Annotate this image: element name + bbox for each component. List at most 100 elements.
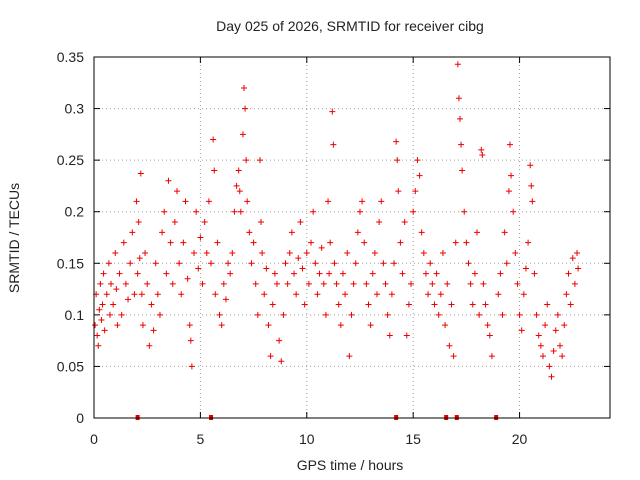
data-point — [376, 219, 383, 226]
data-point — [246, 229, 253, 236]
data-point — [401, 219, 408, 226]
data-point — [544, 301, 551, 308]
data-point — [116, 270, 123, 277]
data-point — [235, 167, 242, 174]
data-point — [452, 239, 459, 246]
data-point — [218, 322, 225, 329]
data-point — [367, 322, 374, 329]
data-point — [165, 177, 172, 184]
data-point — [205, 198, 212, 205]
data-point — [142, 249, 149, 256]
data-point — [248, 260, 255, 267]
data-point — [276, 337, 283, 344]
data-point — [96, 306, 103, 313]
data-point — [552, 327, 559, 334]
data-point — [252, 280, 259, 287]
data-point — [193, 208, 200, 215]
data-point — [154, 291, 161, 298]
data-point — [450, 353, 457, 360]
data-point — [476, 311, 483, 318]
data-point — [180, 239, 187, 246]
data-point — [482, 301, 489, 308]
data-point — [456, 115, 463, 122]
data-point — [261, 291, 268, 298]
data-point — [120, 239, 127, 246]
data-point — [325, 198, 332, 205]
data-point — [237, 208, 244, 215]
data-point — [359, 198, 366, 205]
data-point — [471, 270, 478, 277]
data-point — [201, 219, 208, 226]
data-point — [454, 61, 461, 68]
y-tick-label: 0.05 — [57, 358, 84, 374]
data-point — [565, 270, 572, 277]
data-point — [114, 322, 121, 329]
data-point — [333, 280, 340, 287]
data-point — [422, 270, 429, 277]
data-point — [101, 327, 108, 334]
data-point — [203, 249, 210, 256]
data-point — [316, 270, 323, 277]
data-point — [233, 182, 240, 189]
data-point — [92, 322, 99, 329]
data-point — [455, 95, 462, 102]
data-point — [210, 136, 217, 143]
y-tick-label: 0.15 — [57, 255, 84, 271]
data-point — [330, 141, 337, 148]
data-point — [575, 265, 582, 272]
data-point — [520, 291, 527, 298]
data-point — [312, 260, 319, 267]
x-tick-label: 20 — [512, 431, 528, 447]
data-point — [397, 239, 404, 246]
data-point — [550, 347, 557, 354]
data-point — [258, 219, 265, 226]
data-point — [231, 208, 238, 215]
data-point — [97, 280, 104, 287]
x-tick-label: 5 — [196, 431, 204, 447]
data-point — [363, 280, 370, 287]
data-point — [94, 332, 101, 339]
data-point — [497, 270, 504, 277]
data-point — [365, 301, 372, 308]
data-point — [129, 229, 136, 236]
x-tick-label: 0 — [90, 431, 98, 447]
data-point — [295, 255, 302, 262]
data-point — [169, 280, 176, 287]
data-point — [125, 296, 132, 303]
data-point — [241, 84, 248, 91]
data-point — [106, 311, 113, 318]
x-axis-label: GPS time / hours — [297, 457, 404, 473]
data-point — [282, 260, 289, 267]
data-point — [546, 363, 553, 370]
data-point — [378, 198, 385, 205]
data-point — [433, 270, 440, 277]
data-point — [408, 280, 415, 287]
data-point — [222, 296, 229, 303]
y-tick-label: 0.2 — [65, 204, 85, 220]
data-point — [556, 342, 563, 349]
data-point — [195, 265, 202, 272]
data-point — [533, 311, 540, 318]
data-point — [263, 265, 270, 272]
data-point — [229, 249, 236, 256]
data-point — [212, 291, 219, 298]
data-point — [103, 291, 110, 298]
data-point — [554, 311, 561, 318]
data-point — [548, 373, 555, 380]
data-point — [386, 332, 393, 339]
data-points-layer — [92, 61, 582, 420]
data-point — [267, 353, 274, 360]
data-point — [199, 280, 206, 287]
data-point — [369, 270, 376, 277]
data-point — [542, 322, 549, 329]
data-point — [178, 291, 185, 298]
data-point — [410, 208, 417, 215]
data-point — [442, 322, 449, 329]
data-point — [310, 208, 317, 215]
data-point — [501, 229, 508, 236]
data-point — [138, 291, 145, 298]
data-point — [250, 239, 257, 246]
data-point — [167, 239, 174, 246]
data-point — [256, 157, 263, 164]
